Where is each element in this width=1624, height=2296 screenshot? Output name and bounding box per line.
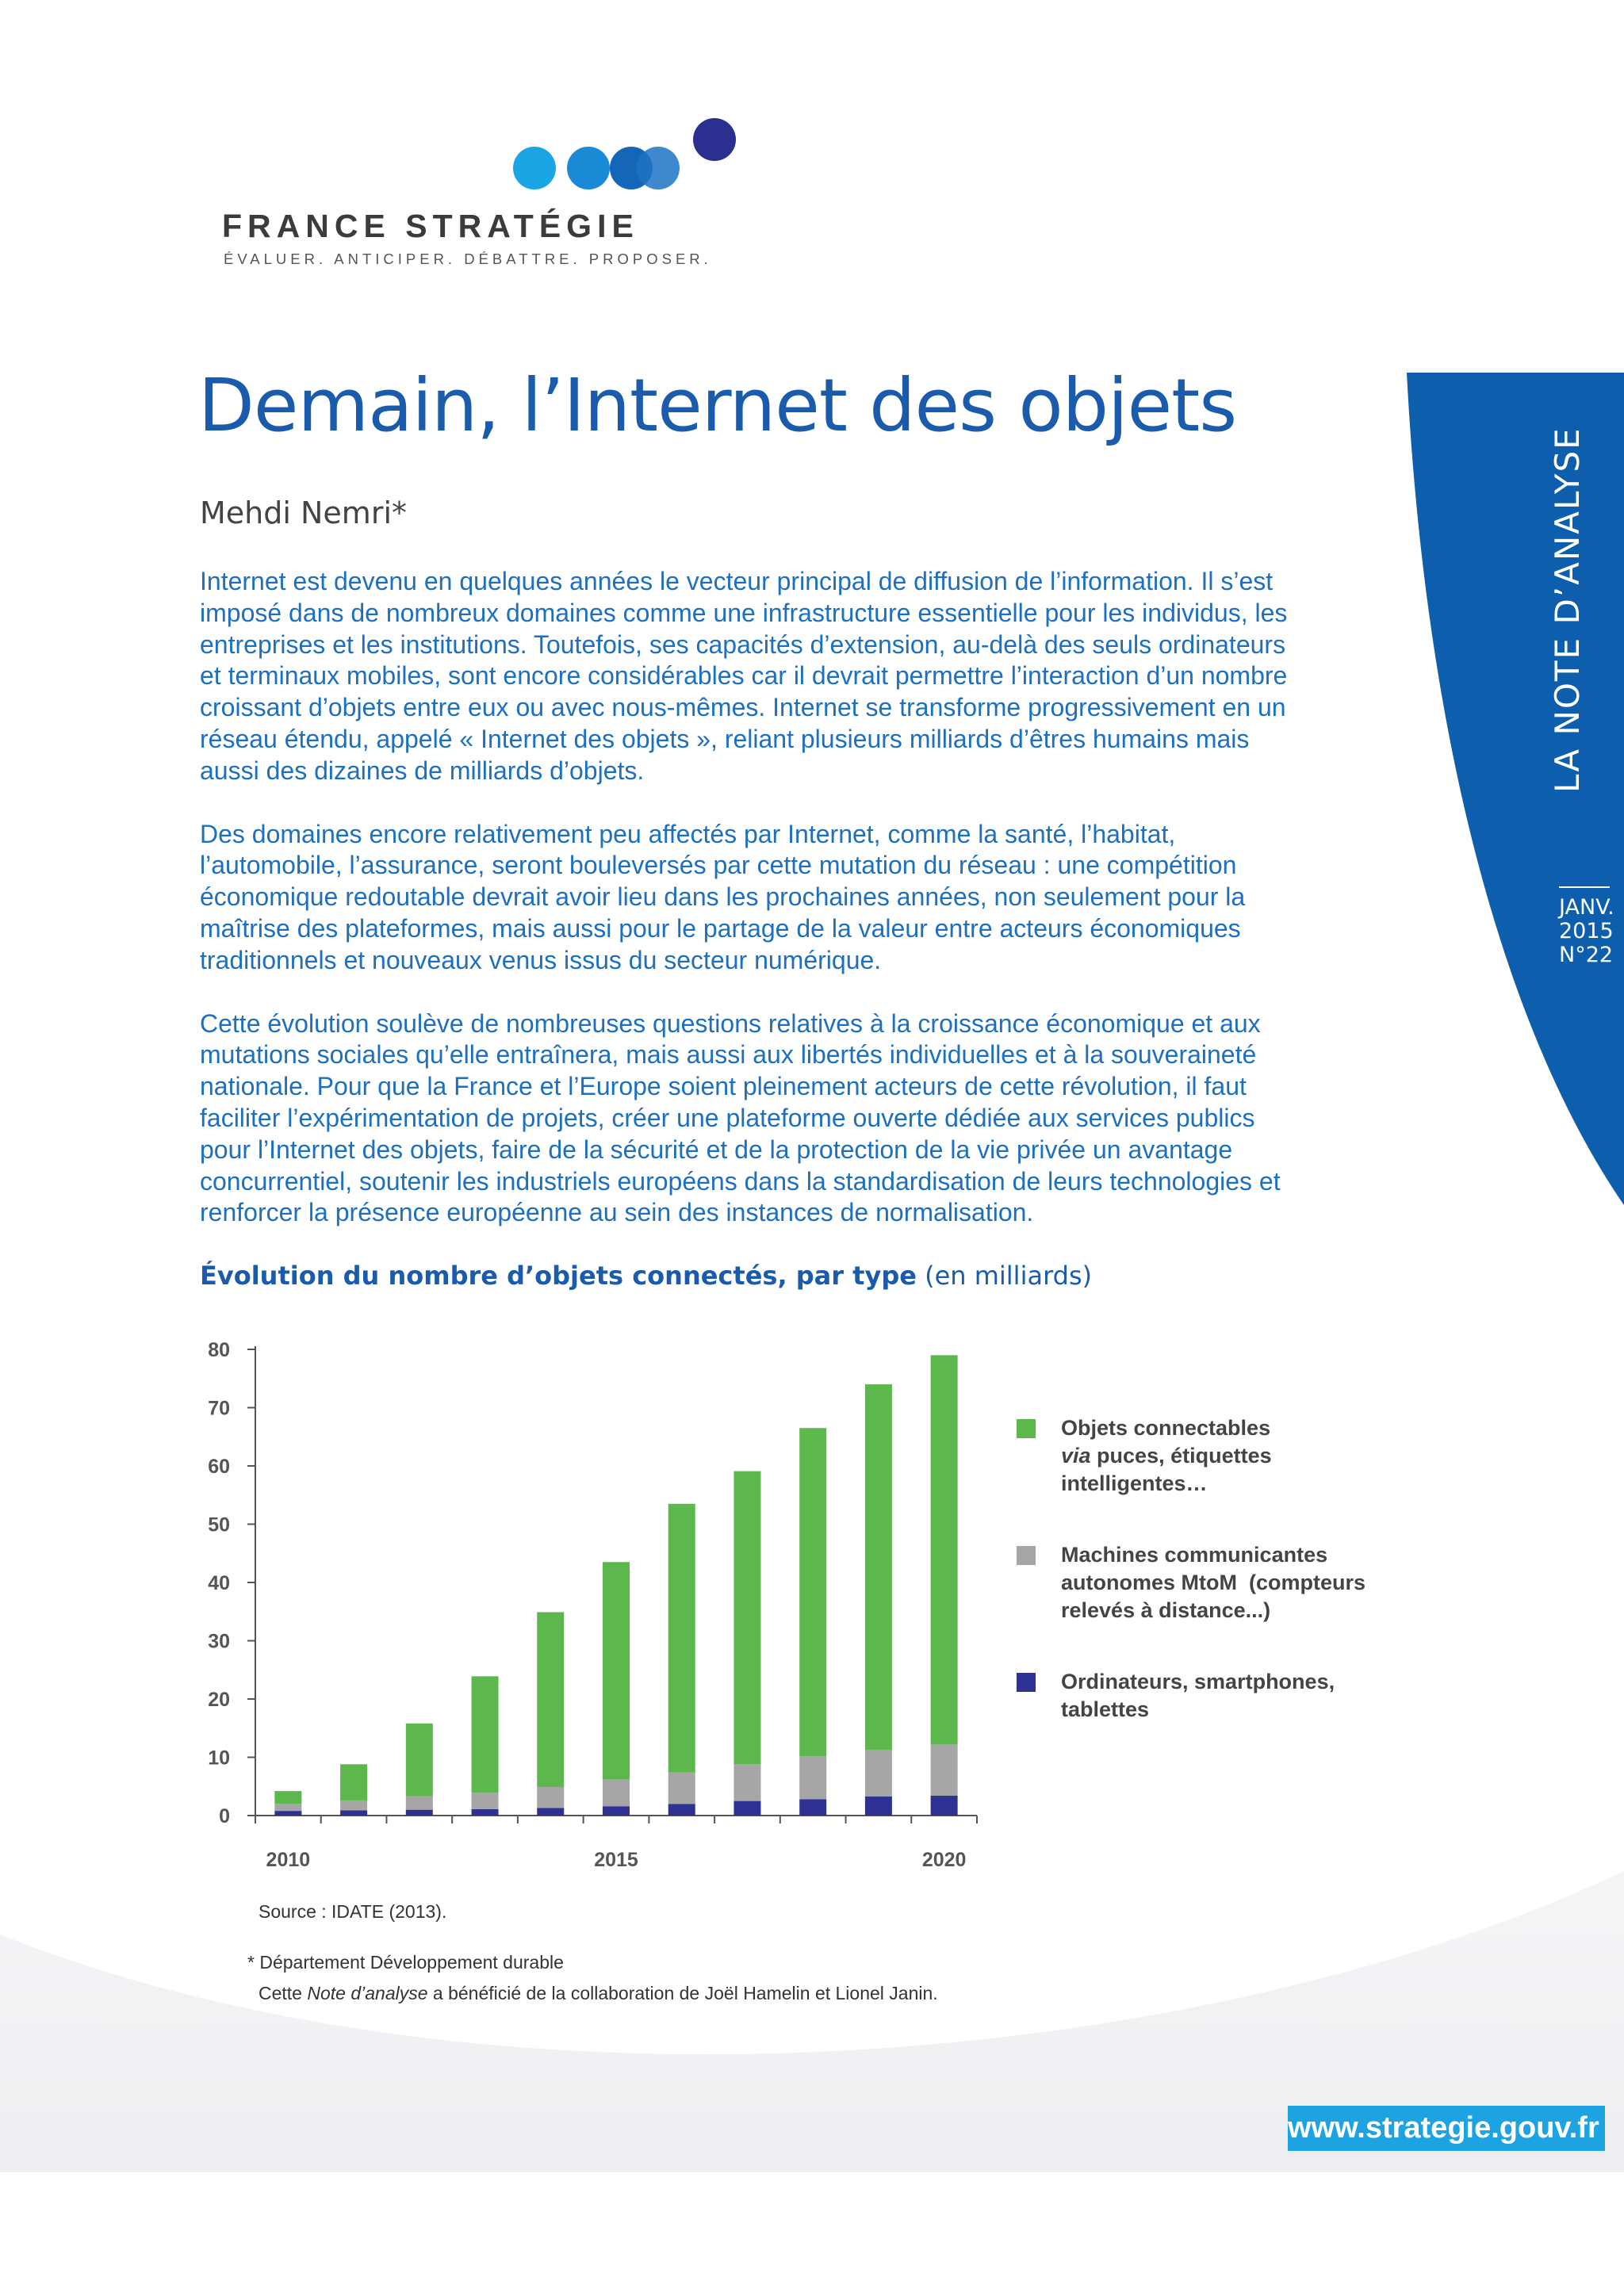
legend-label: relevés à distance...) [1061, 1598, 1271, 1622]
x-tick-label: 2020 [922, 1849, 967, 1871]
bar-segment [340, 1800, 368, 1811]
y-tick-label: 10 [208, 1747, 230, 1770]
legend-item-machines: Machines communicantes autonomes MtoM (c… [1017, 1541, 1389, 1668]
abstract: Internet est devenu en quelques années l… [200, 566, 1294, 1261]
chart-title-unit: (en milliards) [925, 1261, 1093, 1291]
footnote-line: Cette Note d’analyse a bénéficié de la c… [259, 1983, 938, 2003]
chart-title-main: Évolution du nombre d’objets connectés, … [200, 1261, 917, 1291]
x-tick-label: 2015 [594, 1849, 638, 1871]
bar-segment [471, 1676, 499, 1793]
bar-segment [603, 1806, 630, 1816]
legend-swatch-gray [1017, 1546, 1036, 1565]
legend-label: autonomes MtoM (compteurs [1061, 1571, 1366, 1594]
bar-segment [799, 1428, 827, 1757]
bar-segment [668, 1772, 695, 1804]
legend-label: Ordinateurs, smartphones, [1061, 1670, 1335, 1693]
bar-segment [668, 1804, 695, 1816]
abstract-paragraph: Cette évolution soulève de nombreuses qu… [200, 1008, 1281, 1227]
legend-item-ordinateurs: Ordinateurs, smartphones, tablettes [1017, 1668, 1389, 1795]
y-tick-label: 70 [208, 1398, 230, 1420]
page-title: Demain, l’Internet des objets [198, 363, 1237, 448]
legend-item-objets: Objets connectables via puces, étiquette… [1017, 1414, 1389, 1541]
issue-number: N°22 [1559, 943, 1614, 967]
bar-segment [930, 1355, 958, 1745]
legend-label-italic: via [1061, 1444, 1091, 1468]
bar-segment [340, 1764, 368, 1800]
bar-segment [340, 1810, 368, 1816]
bar-segment [405, 1723, 433, 1797]
footnote-line: * Département Développement durable [247, 1952, 564, 1973]
logo-dots-icon [513, 118, 736, 189]
legend-label: puces, étiquettes [1090, 1444, 1272, 1468]
france-strategie-logo: FRANCE STRATÉGIE ÉVALUER. ANTICIPER. DÉB… [222, 111, 761, 270]
bar-segment [864, 1749, 892, 1797]
chart-source: Source : IDATE (2013). [259, 1901, 447, 1922]
legend-label: intelligentes… [1061, 1471, 1208, 1495]
bar-segment [471, 1808, 499, 1816]
bar-segment [864, 1796, 892, 1816]
abstract-paragraph: Internet est devenu en quelques années l… [200, 567, 1288, 785]
y-tick-label: 60 [208, 1456, 230, 1478]
y-tick-label: 0 [219, 1805, 230, 1827]
y-tick-label: 40 [208, 1572, 230, 1594]
bar-segment [930, 1796, 958, 1816]
bar-segment [405, 1809, 433, 1816]
bar-segment [537, 1808, 565, 1816]
bar-segment [799, 1756, 827, 1800]
footnote: * Département Développement durable Cett… [247, 1947, 938, 2009]
bar-segment [799, 1799, 827, 1816]
chart-legend: Objets connectables via puces, étiquette… [1017, 1414, 1389, 1795]
bar-segment [668, 1503, 695, 1773]
note-label: LA NOTE D’ANALYSE [1548, 427, 1587, 793]
bar-segment [274, 1811, 302, 1816]
y-tick-label: 20 [208, 1689, 230, 1711]
issue-info: JANV. 2015 N°22 [1559, 896, 1614, 967]
bar-segment [537, 1612, 565, 1787]
bar-segment [864, 1384, 892, 1750]
abstract-paragraph: Des domaines encore relativement peu aff… [200, 819, 1246, 974]
connected-objects-chart: 0 10 20 30 40 50 60 70 80 2010 2015 2020 [208, 1339, 978, 1871]
issue-year: 2015 [1559, 919, 1614, 943]
legend-label: tablettes [1061, 1697, 1150, 1721]
side-divider [1559, 886, 1610, 888]
issue-month: JANV. [1559, 895, 1614, 920]
bar-segment [733, 1800, 761, 1816]
bar-segment [603, 1779, 630, 1807]
bar-segment [930, 1744, 958, 1797]
bar-segment [603, 1562, 630, 1780]
website-link[interactable]: www.strategie.gouv.fr [1288, 2106, 1605, 2151]
bar-segment [537, 1786, 565, 1808]
brand-name: FRANCE STRATÉGIE [222, 208, 639, 244]
bar-segment [471, 1793, 499, 1809]
bar-segment [733, 1471, 761, 1765]
legend-swatch-navy [1017, 1673, 1036, 1692]
brand-tagline: ÉVALUER. ANTICIPER. DÉBATTRE. PROPOSER. [224, 251, 712, 267]
author: Mehdi Nemri* [200, 496, 408, 530]
legend-label: Machines communicantes [1061, 1543, 1328, 1567]
side-band [1407, 373, 1624, 1205]
bar-segment [274, 1791, 302, 1804]
y-tick-label: 30 [208, 1631, 230, 1653]
chart-title: Évolution du nombre d’objets connectés, … [200, 1261, 1092, 1291]
bar-segment [274, 1804, 302, 1812]
y-tick-label: 80 [208, 1339, 230, 1361]
bar-segment [405, 1796, 433, 1810]
bar-segment [733, 1764, 761, 1801]
y-tick-label: 50 [208, 1514, 230, 1536]
legend-swatch-green [1017, 1419, 1036, 1438]
x-tick-label: 2010 [266, 1849, 311, 1871]
legend-label: Objets connectables [1061, 1416, 1271, 1440]
